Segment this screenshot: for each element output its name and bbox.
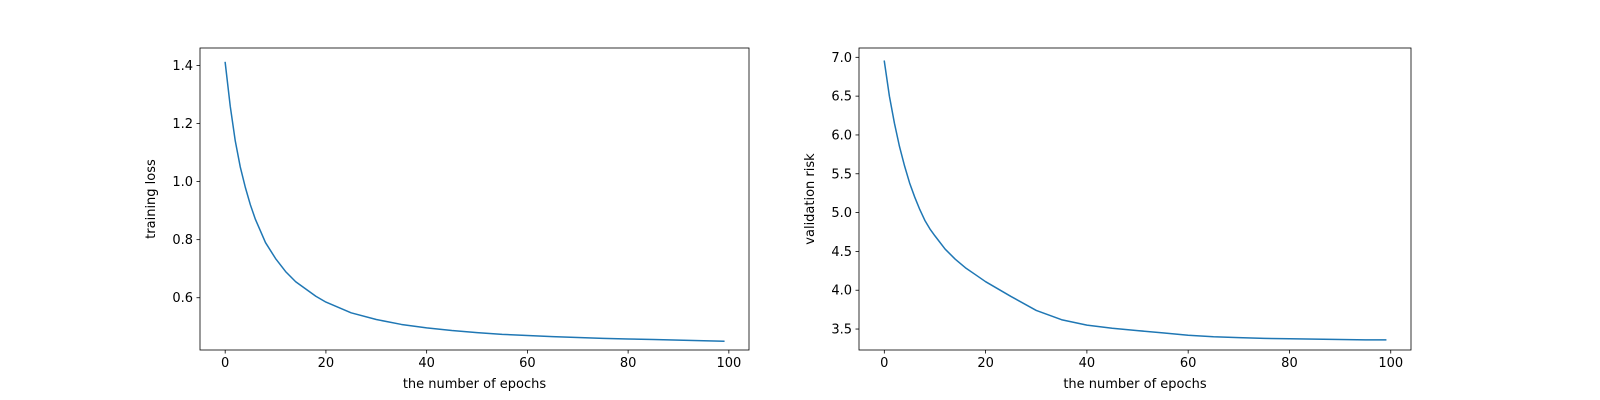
training-loss-xtick-label-0: 0 (221, 356, 229, 371)
validation-risk-xtick-label-5: 100 (1378, 356, 1403, 371)
validation-risk-ylabel: validation risk (803, 153, 818, 245)
validation-risk-ytick-label-1: 4.0 (831, 284, 852, 299)
validation-risk-ytick-label-6: 6.5 (831, 90, 852, 105)
validation-risk-xtick-label-1: 20 (977, 356, 994, 371)
training-loss-xtick-label-1: 20 (318, 356, 335, 371)
validation-risk-xtick-label-2: 40 (1079, 356, 1096, 371)
validation-risk-xlabel: the number of epochs (1063, 377, 1207, 392)
training-loss-ytick-label-2: 1.0 (172, 175, 193, 190)
training-loss-ylabel: training loss (144, 159, 159, 239)
validation-risk-ytick-label-0: 3.5 (831, 323, 852, 338)
training-loss-line-0 (224, 61, 725, 343)
training-loss-xtick-label-4: 80 (620, 356, 637, 371)
validation-risk-xtick-label-3: 60 (1180, 356, 1197, 371)
training-loss-xtick-label-3: 60 (519, 356, 536, 371)
training-loss-ytick-label-1: 0.8 (172, 233, 193, 248)
training-loss-axes-frame (199, 47, 750, 351)
validation-risk-xtick-label-4: 80 (1281, 356, 1298, 371)
validation-risk-ytick-label-4: 5.5 (831, 167, 852, 182)
training-loss-xlabel: the number of epochs (403, 377, 547, 392)
training-loss-ytick-label-0: 0.6 (172, 291, 193, 306)
validation-risk-line-0 (883, 60, 1387, 341)
validation-risk-ytick-label-5: 6.0 (831, 128, 852, 143)
validation-risk-axes-frame (858, 47, 1412, 351)
validation-risk-xtick-label-0: 0 (880, 356, 888, 371)
validation-risk-ytick-label-3: 5.0 (831, 206, 852, 221)
training-loss-xtick-label-2: 40 (418, 356, 435, 371)
validation-risk-ytick-label-7: 7.0 (831, 51, 852, 66)
validation-risk-ytick-label-2: 4.5 (831, 245, 852, 260)
training-loss-plot: 0 20 40 60 80 100 0.6 0.8 1.0 1.2 1.4 the number of… (144, 47, 750, 392)
validation-risk-plot: 0 20 40 60 80 100 3.5 4.0 4.5 5.0 5.5 6.0 6.5 7.0 the … (803, 47, 1412, 392)
training-loss-xtick-label-5: 100 (716, 356, 741, 371)
training-loss-ytick-label-3: 1.2 (172, 117, 193, 132)
training-loss-ytick-label-4: 1.4 (172, 59, 193, 74)
